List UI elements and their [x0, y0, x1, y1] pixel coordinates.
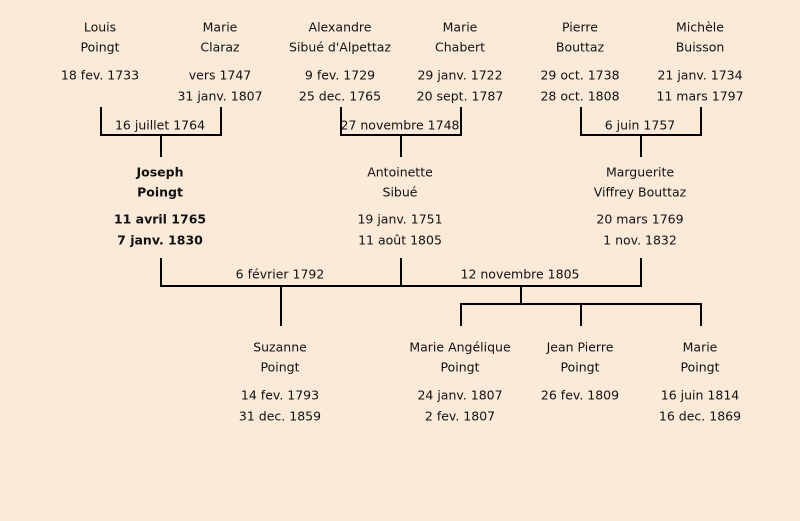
person-birth-date: 29 oct. 1738 [540, 67, 620, 83]
person-first-name: Marguerite [605, 164, 675, 180]
marriage-date: 16 juillet 1764 [114, 117, 206, 133]
person-last-name: Sibué d'Alpettaz [289, 39, 391, 55]
person-first-name: Marie [682, 339, 718, 355]
marriage-date: 6 juin 1757 [604, 117, 676, 133]
person-birth-date: 24 janv. 1807 [417, 387, 503, 403]
person-death-date: 2 fev. 1807 [424, 408, 496, 424]
person-birth-date: 21 janv. 1734 [657, 67, 743, 83]
person-first-name: Michèle [676, 19, 724, 35]
person-first-name: Marie Angélique [409, 339, 511, 355]
marriage-date: 27 novembre 1748 [340, 117, 460, 133]
person-last-name: Buisson [675, 39, 725, 55]
person-death-date: 31 janv. 1807 [177, 88, 263, 104]
marriage-date: 12 novembre 1805 [460, 266, 580, 282]
person-birth-date: 19 janv. 1751 [357, 211, 443, 227]
person-death-date: 1 nov. 1832 [603, 232, 677, 248]
person-last-name: Viffrey Bouttaz [593, 184, 687, 200]
connector-louis-marie [100, 107, 222, 157]
person-birth-date: 11 avril 1765 [113, 211, 207, 227]
person-first-name: Joseph [136, 164, 184, 180]
person-last-name: Poingt [137, 184, 183, 200]
person-first-name: Marie [442, 19, 478, 35]
person-birth-date: 14 fev. 1793 [240, 387, 320, 403]
person-first-name: Antoinette [367, 164, 433, 180]
person-birth-date: vers 1747 [188, 67, 252, 83]
person-last-name: Sibué [382, 184, 418, 200]
person-birth-date: 9 fev. 1729 [304, 67, 376, 83]
person-death-date: 11 août 1805 [358, 232, 442, 248]
person-death-date: 25 dec. 1765 [298, 88, 382, 104]
person-last-name: Bouttaz [555, 39, 605, 55]
person-last-name: Poingt [680, 359, 720, 375]
connector-joseph-spouses [160, 258, 642, 287]
person-birth-date: 26 fev. 1809 [540, 387, 620, 403]
person-first-name: Alexandre [308, 19, 372, 35]
person-death-date: 31 dec. 1859 [238, 408, 322, 424]
person-death-date: 16 dec. 1869 [658, 408, 742, 424]
person-last-name: Poingt [440, 359, 480, 375]
person-last-name: Chabert [435, 39, 485, 55]
person-birth-date: 18 fev. 1733 [60, 67, 140, 83]
person-last-name: Poingt [260, 359, 300, 375]
connector-alexandre-marie [340, 107, 462, 157]
person-death-date: 28 oct. 1808 [540, 88, 620, 104]
connector-marguerite-children [460, 286, 702, 326]
person-birth-date: 29 janv. 1722 [417, 67, 503, 83]
person-first-name: Marie [202, 19, 238, 35]
person-first-name: Suzanne [253, 339, 307, 355]
person-last-name: Poingt [80, 39, 120, 55]
person-last-name: Poingt [560, 359, 600, 375]
person-first-name: Pierre [562, 19, 598, 35]
person-first-name: Louis [83, 19, 117, 35]
person-death-date: 7 janv. 1830 [117, 232, 203, 248]
person-birth-date: 20 mars 1769 [596, 211, 684, 227]
person-death-date: 20 sept. 1787 [416, 88, 504, 104]
marriage-date: 6 février 1792 [235, 266, 325, 282]
person-last-name: Claraz [200, 39, 240, 55]
connector-pierre-michele [580, 107, 702, 157]
person-death-date: 11 mars 1797 [656, 88, 744, 104]
person-first-name: Jean Pierre [546, 339, 614, 355]
person-birth-date: 16 juin 1814 [660, 387, 740, 403]
